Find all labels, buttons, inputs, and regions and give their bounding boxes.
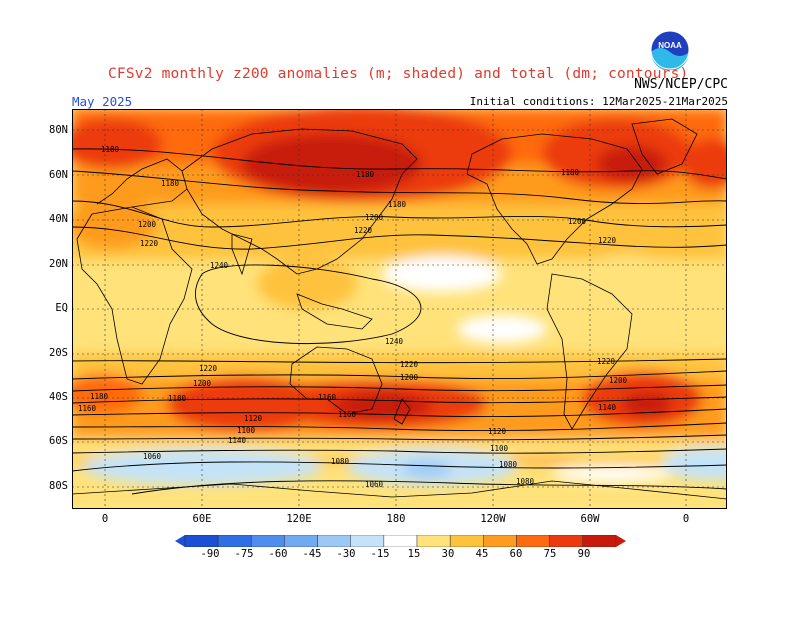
grid-lines xyxy=(72,109,727,509)
contour-label: 1200 xyxy=(568,217,587,226)
contour-label: 1100 xyxy=(490,444,509,453)
colorbar-label: -75 xyxy=(234,548,254,560)
contour-label: 1200 xyxy=(400,373,419,382)
contour-label: 1200 xyxy=(609,376,628,385)
contour-label: 1180 xyxy=(168,394,187,403)
colorbar-segment xyxy=(350,535,385,547)
contour-label: 1200 xyxy=(365,213,384,222)
lon-label: 180 xyxy=(386,513,406,525)
contour-label: 1080 xyxy=(331,457,350,466)
colorbar xyxy=(175,535,626,547)
contour-label: 1080 xyxy=(499,460,518,469)
contour-label: 1180 xyxy=(90,392,109,401)
contour-label: 1060 xyxy=(365,480,384,489)
lat-label: 60N xyxy=(49,169,68,181)
colorbar-segment xyxy=(251,535,285,547)
colorbar-label: 60 xyxy=(509,548,523,560)
lon-label: 60E xyxy=(192,513,212,525)
contour-label: 1160 xyxy=(338,410,357,419)
lon-label: 0 xyxy=(101,513,109,525)
contour-label: 1180 xyxy=(161,179,180,188)
contour-label: 1140 xyxy=(228,436,247,445)
colorbar-label: 90 xyxy=(577,548,591,560)
forecast-month: May 2025 xyxy=(72,94,133,109)
colorbar-arrow-left xyxy=(175,535,185,547)
colorbar-segment xyxy=(383,535,418,547)
colorbar-segment xyxy=(317,535,351,547)
colorbar-segment xyxy=(516,535,550,547)
colorbar-arrow-right xyxy=(616,535,626,547)
colorbar-label: 75 xyxy=(543,548,557,560)
contour-label: 1180 xyxy=(388,200,407,209)
colorbar-segment xyxy=(217,535,252,547)
lat-label: 60S xyxy=(49,435,68,447)
colorbar-segment xyxy=(582,535,617,547)
agency-label: NWS/NCEP/CPC xyxy=(634,77,728,92)
colorbar-label: 45 xyxy=(475,548,489,560)
contour-label: 1220 xyxy=(354,226,373,235)
contour-label: 1060 xyxy=(143,452,162,461)
lat-label: 20N xyxy=(49,258,68,270)
colorbar-segment xyxy=(483,535,517,547)
colorbar-segment xyxy=(284,535,318,547)
contour-label: 1160 xyxy=(318,393,337,402)
height-contours xyxy=(72,148,727,495)
lon-label: 120E xyxy=(286,513,312,525)
contour-label: 1080 xyxy=(516,477,535,486)
contour-label: 1100 xyxy=(237,426,256,435)
colorbar-label: 30 xyxy=(441,548,455,560)
colorbar-segment xyxy=(184,535,219,547)
lat-label: 20S xyxy=(49,347,68,359)
contour-label: 1220 xyxy=(598,236,617,245)
contour-label: 1220 xyxy=(597,357,616,366)
anomaly-shading xyxy=(72,109,727,485)
lat-label: 80N xyxy=(49,124,68,136)
contour-label: 1120 xyxy=(488,427,507,436)
lat-label: 80S xyxy=(49,480,68,492)
colorbar-label: -15 xyxy=(370,548,390,560)
contour-label: 1180 xyxy=(561,168,580,177)
lon-label: 60W xyxy=(580,513,600,525)
contour-label: 1200 xyxy=(138,220,157,229)
contour-label: 1120 xyxy=(244,414,263,423)
lat-label: EQ xyxy=(55,302,68,314)
contour-label: 1220 xyxy=(199,364,218,373)
colorbar-label: -30 xyxy=(336,548,356,560)
anomaly-map xyxy=(72,109,727,509)
noaa-logo: NOAA xyxy=(650,30,690,70)
chart-title: CFSv2 monthly z200 anomalies (m; shaded)… xyxy=(108,66,689,82)
lon-label: 0 xyxy=(682,513,690,525)
contour-label: 1160 xyxy=(78,404,97,413)
contour-label: 1220 xyxy=(400,360,419,369)
lat-label: 40N xyxy=(49,213,68,225)
colorbar-label: -45 xyxy=(302,548,322,560)
lon-label: 120W xyxy=(480,513,506,525)
contour-label: 1240 xyxy=(385,337,404,346)
contour-label: 1140 xyxy=(598,403,617,412)
contour-labels: 1180 1180 1180 1180 1180 1200 1200 1220 1200 1220… xyxy=(78,145,628,489)
initial-conditions: Initial conditions: 12Mar2025-21Mar2025 xyxy=(469,95,728,108)
colorbar-label: -60 xyxy=(268,548,288,560)
contour-label: 1240 xyxy=(210,261,229,270)
colorbar-segment xyxy=(416,535,451,547)
colorbar-segment xyxy=(549,535,583,547)
contour-label: 1200 xyxy=(193,379,212,388)
contour-label: 1180 xyxy=(356,170,375,179)
contour-label: 1180 xyxy=(101,145,120,154)
contour-label: 1220 xyxy=(140,239,159,248)
lat-label: 40S xyxy=(49,391,68,403)
colorbar-label: 15 xyxy=(407,548,421,560)
svg-text:NOAA: NOAA xyxy=(658,41,682,50)
colorbar-segment xyxy=(450,535,484,547)
colorbar-label: -90 xyxy=(200,548,220,560)
